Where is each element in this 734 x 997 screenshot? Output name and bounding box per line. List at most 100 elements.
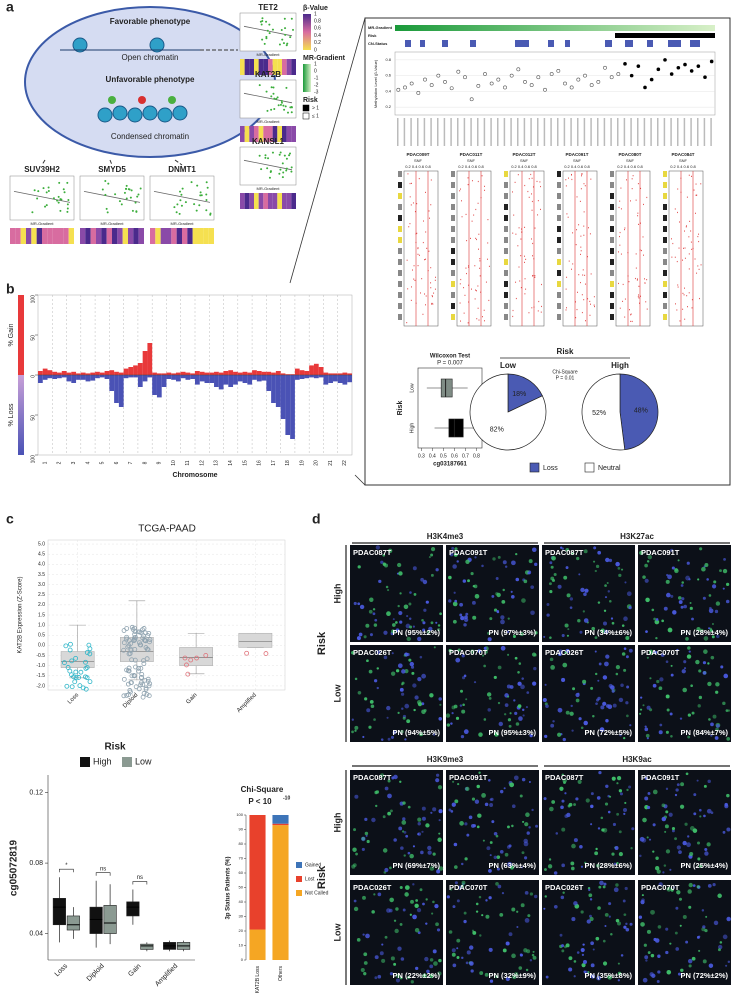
- mini-point: [279, 103, 282, 106]
- nucleus: [400, 957, 405, 961]
- nucleus: [356, 938, 361, 942]
- nucleus: [407, 805, 411, 809]
- nucleus: [726, 582, 730, 587]
- nucleus: [425, 898, 428, 901]
- nucleus: [429, 958, 434, 962]
- mini-point: [123, 191, 126, 194]
- nucleus: [645, 959, 648, 962]
- igv-read: [512, 232, 514, 234]
- igv-read: [571, 178, 573, 181]
- sample-label: [397, 118, 399, 146]
- nucleus: [368, 725, 372, 729]
- nucleus: [638, 915, 643, 919]
- nucleus: [501, 892, 505, 895]
- nucleus: [704, 563, 709, 567]
- nucleus: [647, 791, 651, 795]
- bar-loss: [147, 375, 153, 378]
- nucleus: [623, 913, 627, 917]
- mini-point: [136, 195, 139, 198]
- nucleus: [664, 824, 669, 829]
- nucleus: [526, 831, 530, 835]
- nucleus: [519, 953, 523, 956]
- nucleus: [487, 631, 491, 635]
- igv-band: [451, 281, 455, 287]
- nucleus: [594, 851, 599, 856]
- igv-read: [468, 284, 470, 286]
- nucleus: [565, 547, 570, 552]
- nucleus: [402, 716, 406, 720]
- nucleus: [616, 782, 619, 785]
- nucleus: [715, 727, 719, 732]
- igv-read: [698, 233, 700, 235]
- nucleus: [715, 601, 721, 606]
- nucleus: [716, 634, 720, 639]
- igv-read: [587, 298, 589, 300]
- nucleus: [398, 571, 403, 576]
- sample-label: [683, 118, 686, 146]
- nucleus: [533, 666, 537, 671]
- nucleus: [512, 634, 516, 638]
- igv-read: [416, 232, 418, 234]
- y-tick-label: 3.0: [38, 582, 45, 588]
- nucleus: [718, 944, 723, 950]
- sample-label: [650, 118, 652, 146]
- mini-heat: [182, 228, 188, 244]
- nucleus: [410, 899, 414, 904]
- bar-loss: [118, 375, 124, 407]
- nucleus: [517, 670, 520, 674]
- point: [656, 67, 661, 72]
- nucleus: [615, 672, 619, 676]
- track-cn: [442, 40, 448, 47]
- bar-gain: [128, 367, 134, 375]
- label: Low: [500, 361, 517, 370]
- x-tick-label: Others: [278, 966, 284, 982]
- nucleus: [582, 960, 587, 965]
- label: Risk: [316, 865, 328, 889]
- nucleus: [461, 862, 464, 866]
- nucleus: [565, 566, 569, 570]
- nucleus: [452, 780, 455, 783]
- nucleus: [726, 793, 730, 798]
- igv-read: [538, 300, 540, 303]
- jitter-point: [87, 651, 93, 657]
- nucleosome: [72, 37, 88, 53]
- y-tick-label: 2.0: [38, 602, 45, 608]
- nucleus: [644, 725, 647, 728]
- bar-gain: [123, 368, 129, 375]
- igv-read: [465, 213, 467, 216]
- nucleus: [406, 614, 409, 618]
- igv-read: [470, 237, 471, 240]
- nucleus: [652, 683, 657, 688]
- nucleus: [395, 669, 400, 673]
- y-tick-label: 2.5: [38, 592, 45, 598]
- nucleus: [604, 661, 609, 667]
- nucleus: [518, 662, 522, 665]
- nucleus: [517, 681, 522, 686]
- nucleus: [375, 790, 380, 794]
- nucleus: [557, 584, 562, 589]
- nucleus: [532, 955, 537, 960]
- igv-read: [678, 247, 680, 249]
- label: MR-Gradient: [101, 221, 125, 226]
- nucleus: [459, 821, 464, 826]
- igv-read: [430, 267, 432, 269]
- nucleus: [702, 661, 707, 665]
- nucleus: [463, 623, 467, 627]
- mini-heat: [198, 228, 204, 244]
- igv-read: [539, 181, 541, 183]
- bar-loss: [223, 375, 229, 385]
- igv-read: [524, 226, 526, 228]
- igv-read: [695, 212, 696, 214]
- igv-read: [685, 225, 687, 227]
- igv-read: [690, 230, 692, 232]
- sample-label: [417, 118, 419, 146]
- bar-gain: [104, 371, 110, 375]
- nucleus: [465, 559, 470, 565]
- nucleus: [544, 895, 547, 898]
- igv-band: [398, 303, 402, 309]
- nucleus: [463, 919, 467, 924]
- legend-swatch: [296, 876, 302, 882]
- igv-read: [643, 203, 644, 206]
- igv-read: [646, 308, 648, 310]
- igv-read: [459, 283, 461, 285]
